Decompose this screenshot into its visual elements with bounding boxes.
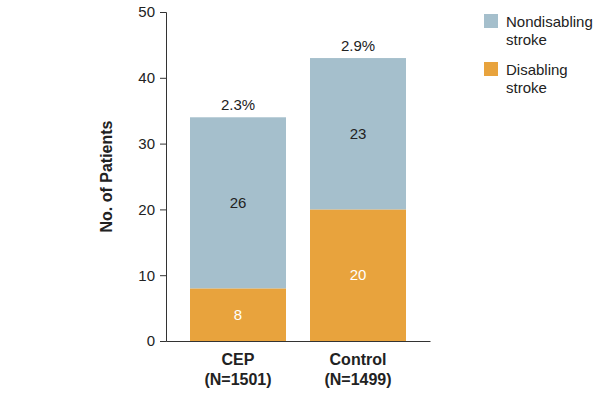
data-label: 26 <box>230 194 247 211</box>
bar-segment <box>190 288 286 341</box>
legend-label: Disablingstroke <box>506 61 568 96</box>
y-tick-mark <box>160 275 166 276</box>
x-axis-line <box>167 341 431 342</box>
legend-label-line: Disabling <box>506 61 568 78</box>
legend-swatch <box>484 14 498 28</box>
y-tick: 20 <box>138 201 166 218</box>
x-tick-label-line: (N=1501) <box>204 371 271 388</box>
y-tick: 30 <box>138 135 166 152</box>
y-tick-label: 30 <box>138 135 155 152</box>
data-label: 8 <box>234 306 242 323</box>
y-tick-mark <box>160 341 166 342</box>
legend-swatch <box>484 62 498 76</box>
y-tick-mark <box>160 78 166 79</box>
x-tick-label-line: (N=1499) <box>324 371 391 388</box>
bar-segment <box>310 58 406 209</box>
y-axis: 0 10 20 30 40 50 <box>138 3 166 349</box>
data-label: 23 <box>350 125 367 142</box>
legend: NondisablingstrokeDisablingstroke <box>484 13 593 96</box>
x-tick: CEP (N=1501) <box>204 351 271 387</box>
x-tick-label-line: Control <box>330 351 387 368</box>
x-tick-label: CEP (N=1501) <box>204 351 271 387</box>
y-axis-title: No. of Patients <box>98 120 115 232</box>
y-tick-label: 20 <box>138 201 155 218</box>
y-tick-label: 0 <box>147 332 155 349</box>
y-tick: 50 <box>138 3 166 20</box>
annotation: 2.9% <box>341 37 375 54</box>
x-axis: CEP (N=1501) Control (N=1499) <box>167 342 431 388</box>
legend-item: Disablingstroke <box>484 61 568 96</box>
x-tick: Control (N=1499) <box>324 351 391 387</box>
annotation: 2.3% <box>221 96 255 113</box>
legend-label-line: stroke <box>506 31 547 48</box>
bar-segment <box>310 209 406 341</box>
y-tick-mark <box>160 209 166 210</box>
bar-segment <box>190 117 286 288</box>
x-tick-label-line: CEP <box>222 351 255 368</box>
y-tick-label: 50 <box>138 3 155 20</box>
y-tick-mark <box>160 12 166 13</box>
chart-svg: 8 20 26 23 2.3% 2.9% 0 10 20 30 40 50 No. of Patient… <box>0 0 600 400</box>
legend-label-line: stroke <box>506 79 547 96</box>
legend-label: Nondisablingstroke <box>506 13 593 48</box>
y-tick-label: 10 <box>138 267 155 284</box>
y-tick: 10 <box>138 267 166 284</box>
annotations: 2.3% 2.9% <box>221 37 375 113</box>
y-tick: 40 <box>138 69 166 86</box>
bars <box>190 58 406 341</box>
legend-label-line: Nondisabling <box>506 13 593 30</box>
y-tick: 0 <box>147 332 166 349</box>
y-axis-line <box>160 13 167 342</box>
data-label: 20 <box>350 266 367 283</box>
y-tick-label: 40 <box>138 69 155 86</box>
chart-container: 8 20 26 23 2.3% 2.9% 0 10 20 30 40 50 No. of Patient… <box>0 0 600 400</box>
x-tick-label: Control (N=1499) <box>324 351 391 387</box>
legend-item: Nondisablingstroke <box>484 13 593 48</box>
data-labels: 8 20 26 23 <box>230 125 367 323</box>
y-tick-mark <box>160 144 166 145</box>
